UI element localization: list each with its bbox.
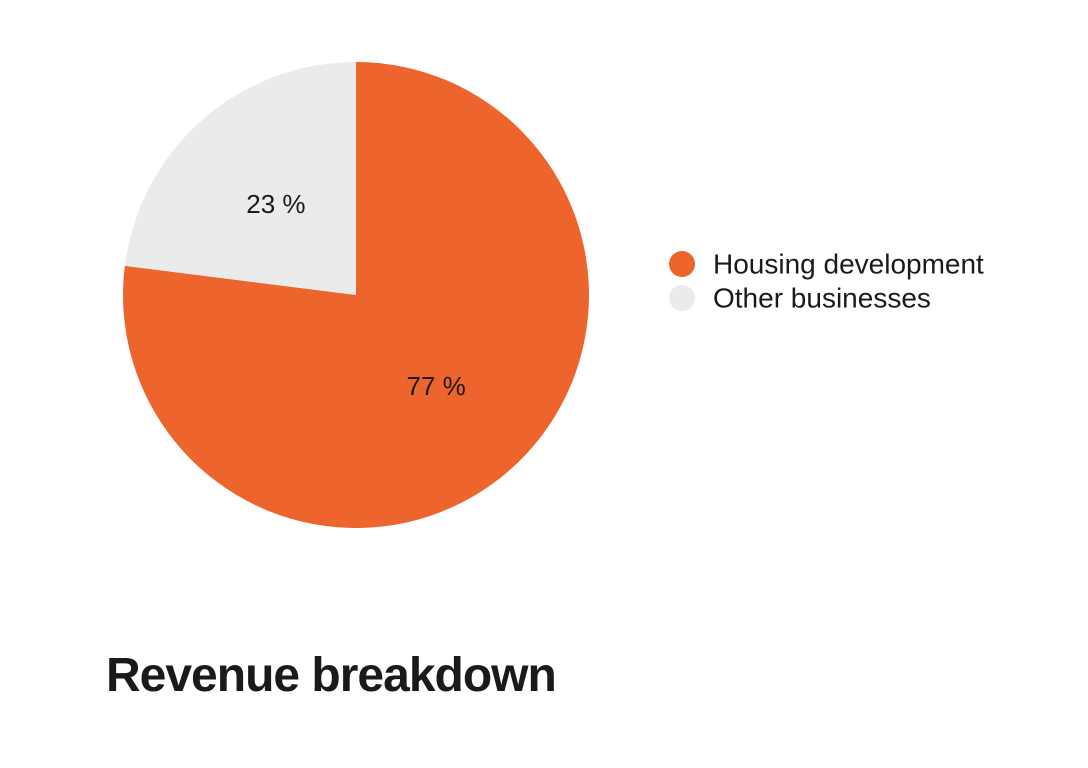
legend-label-housing-development: Housing development	[713, 249, 984, 280]
chart-title: Revenue breakdown	[106, 649, 557, 702]
pie-slice-housing-development	[123, 62, 590, 528]
pie-slice-other-businesses	[124, 62, 356, 295]
slice-label-housing-development: 77 %	[406, 371, 465, 401]
legend-label-other-businesses: Other businesses	[713, 283, 931, 314]
legend-swatch-other-businesses	[669, 285, 695, 311]
legend-swatch-housing-development	[669, 251, 695, 277]
slice-label-other-businesses: 23 %	[246, 189, 305, 219]
pie-slices	[123, 62, 590, 528]
pie-slice-labels: 77 % 23 %	[246, 189, 466, 401]
